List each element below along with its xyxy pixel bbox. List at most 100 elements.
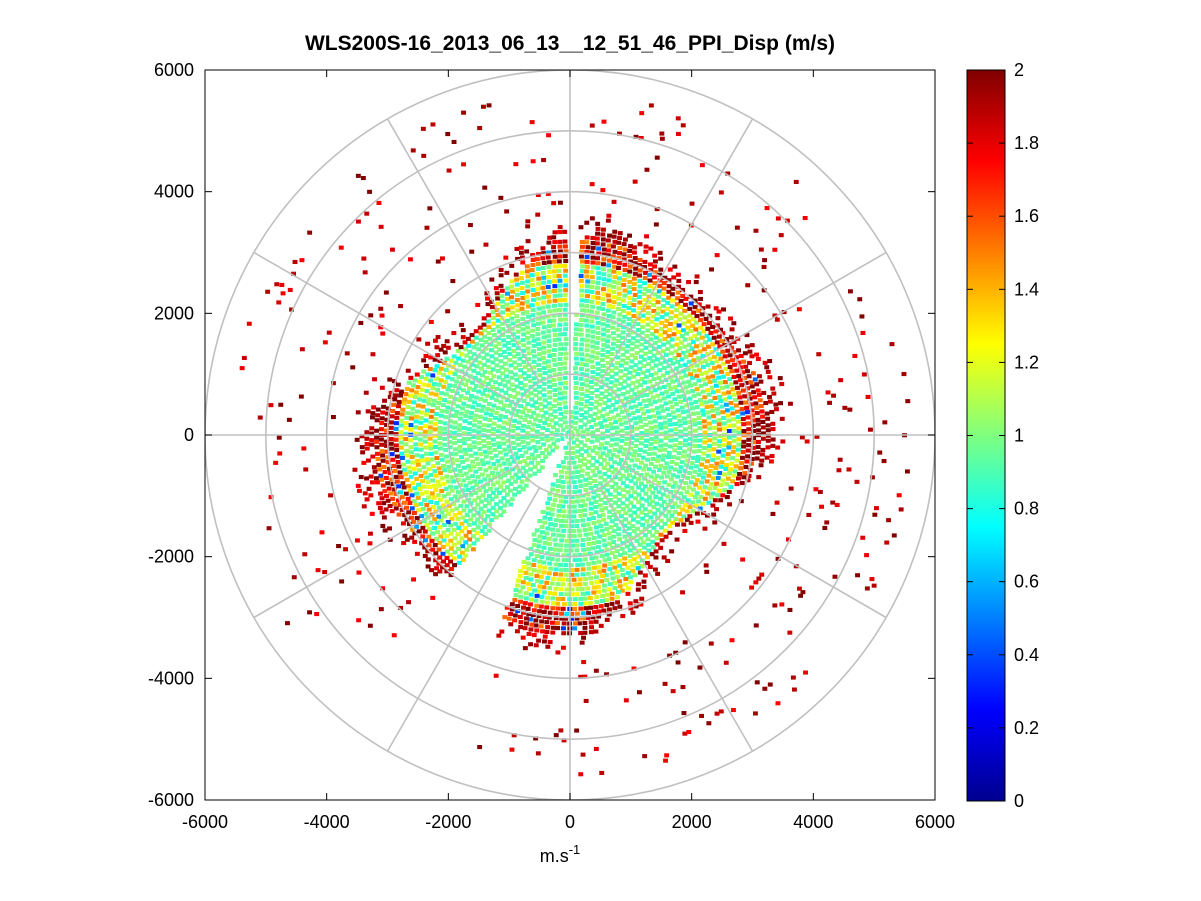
data-cell xyxy=(435,387,440,392)
data-cell xyxy=(528,552,534,557)
data-cell xyxy=(532,456,537,461)
data-cell xyxy=(550,502,556,507)
data-cell xyxy=(774,500,780,505)
data-cell xyxy=(585,245,591,250)
data-cell xyxy=(437,569,443,574)
data-cell xyxy=(736,390,742,395)
data-cell xyxy=(745,369,750,374)
data-cell xyxy=(693,482,699,487)
data-cell xyxy=(562,376,568,381)
data-cell xyxy=(401,485,407,490)
data-cell xyxy=(298,394,304,399)
data-cell xyxy=(677,469,682,474)
data-cell xyxy=(552,338,558,343)
data-cell xyxy=(557,225,563,230)
data-cell xyxy=(461,465,467,470)
data-cell xyxy=(600,188,606,193)
data-cell xyxy=(563,563,569,568)
data-cell xyxy=(416,529,422,534)
data-cell xyxy=(677,418,683,423)
data-cell xyxy=(408,438,414,443)
data-cell xyxy=(645,555,650,560)
data-cell xyxy=(486,441,492,446)
data-cell xyxy=(478,452,484,457)
data-cell xyxy=(656,294,662,299)
data-cell xyxy=(722,472,727,477)
data-cell xyxy=(728,382,734,387)
data-cell xyxy=(606,468,612,473)
data-cell xyxy=(461,508,467,513)
data-cell xyxy=(594,236,600,241)
data-cell xyxy=(609,601,615,606)
data-cell xyxy=(763,401,769,406)
data-cell xyxy=(453,521,459,526)
data-cell xyxy=(552,289,557,294)
data-cell xyxy=(277,451,283,456)
data-cell xyxy=(613,517,619,522)
data-cell xyxy=(429,538,435,543)
data-cell xyxy=(786,537,791,542)
data-cell xyxy=(681,321,687,326)
data-cell xyxy=(727,395,733,400)
data-cell xyxy=(650,519,656,524)
data-cell xyxy=(601,312,607,317)
data-cell xyxy=(433,450,439,455)
data-cell xyxy=(696,356,701,361)
data-cell xyxy=(424,502,430,507)
data-cell xyxy=(477,126,483,131)
data-cell xyxy=(575,443,581,448)
data-cell xyxy=(450,388,456,393)
data-cell xyxy=(620,572,626,577)
data-cell xyxy=(536,347,542,352)
data-cell xyxy=(688,383,693,388)
data-cell xyxy=(399,451,405,456)
data-cell xyxy=(562,298,568,303)
data-cell xyxy=(735,452,741,457)
data-cell xyxy=(581,547,586,552)
data-cell xyxy=(545,506,551,511)
data-cell xyxy=(721,426,727,431)
data-cell xyxy=(534,603,540,608)
data-cell xyxy=(539,550,544,555)
data-cell xyxy=(452,397,458,402)
data-cell xyxy=(504,398,510,403)
data-cell xyxy=(688,492,694,497)
data-cell xyxy=(588,506,594,511)
data-cell xyxy=(692,305,698,310)
data-cell xyxy=(694,274,700,279)
data-cell xyxy=(639,436,645,441)
data-cell xyxy=(599,442,604,447)
data-cell xyxy=(635,379,641,384)
data-cell xyxy=(659,391,665,396)
data-cell xyxy=(630,399,636,404)
data-cell xyxy=(525,478,530,483)
data-cell xyxy=(515,256,520,261)
data-cell xyxy=(557,254,563,259)
data-cell xyxy=(661,555,667,560)
data-cell xyxy=(648,461,654,466)
data-cell xyxy=(444,339,450,344)
data-cell xyxy=(532,465,538,470)
data-cell xyxy=(413,431,418,436)
data-cell xyxy=(731,423,737,428)
data-cell xyxy=(662,528,668,533)
data-cell xyxy=(484,375,490,380)
data-cell xyxy=(609,368,615,373)
data-cell xyxy=(470,474,475,479)
data-cell xyxy=(421,358,427,363)
data-cell xyxy=(718,498,724,503)
data-cell xyxy=(731,321,737,326)
data-cell xyxy=(476,425,482,430)
data-cell xyxy=(481,380,487,385)
data-cell xyxy=(535,413,541,418)
data-cell xyxy=(687,420,693,425)
data-cell xyxy=(619,588,625,593)
data-cell xyxy=(613,407,619,412)
data-cell xyxy=(466,530,472,535)
data-cell xyxy=(597,409,603,414)
data-cell xyxy=(376,200,382,205)
data-cell xyxy=(585,547,591,552)
data-cell xyxy=(463,347,469,352)
data-cell xyxy=(436,401,442,406)
data-cell xyxy=(472,418,478,423)
